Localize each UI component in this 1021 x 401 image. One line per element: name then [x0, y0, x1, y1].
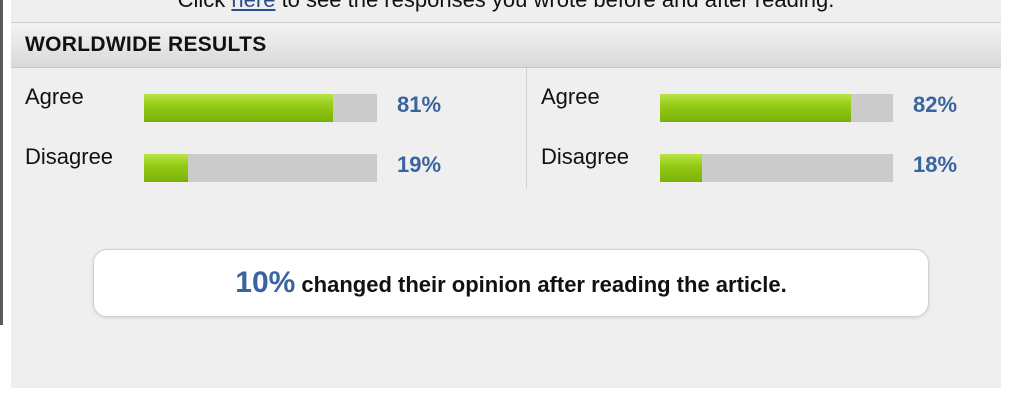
result-percent: 18%: [913, 152, 958, 177]
result-percent: 19%: [397, 152, 442, 177]
result-row-agree: Agree 82%: [527, 84, 1007, 124]
results-column-before: Agree 81% Disagree 19%: [11, 68, 491, 188]
result-bar: [660, 154, 893, 182]
summary-percent: 10%: [235, 266, 296, 299]
result-bar-fill: [660, 154, 702, 182]
left-border: [0, 0, 3, 325]
intro-prefix: Click: [178, 0, 232, 12]
result-percent: 82%: [913, 92, 958, 117]
results-title: WORLDWIDE RESULTS: [25, 33, 267, 56]
results-header: WORLDWIDE RESULTS: [11, 22, 1001, 68]
result-label: Agree: [541, 84, 600, 109]
result-label: Agree: [25, 84, 84, 109]
results-panel: Click here to see the responses you wrot…: [11, 0, 1001, 388]
column-divider: [526, 68, 527, 188]
summary-text: changed their opinion after reading the …: [295, 272, 787, 297]
result-label: Disagree: [541, 144, 630, 169]
result-bar: [660, 94, 893, 122]
result-bar: [144, 94, 377, 122]
result-bar-fill: [144, 154, 189, 182]
intro-suffix: to see the responses you wrote before an…: [275, 0, 835, 12]
result-label: Disagree: [25, 144, 114, 169]
result-bar: [144, 154, 377, 182]
responses-link[interactable]: here: [231, 0, 275, 12]
result-bar-fill: [144, 94, 333, 122]
intro-text: Click here to see the responses you wrot…: [11, 0, 1001, 13]
opinion-change-summary: 10% changed their opinion after reading …: [93, 249, 929, 317]
result-percent: 81%: [397, 92, 442, 117]
result-bar-fill: [660, 94, 852, 122]
result-row-disagree: Disagree 18%: [527, 144, 1007, 184]
result-row-agree: Agree 81%: [11, 84, 491, 124]
result-row-disagree: Disagree 19%: [11, 144, 491, 184]
results-column-after: Agree 82% Disagree 18%: [527, 68, 1007, 188]
